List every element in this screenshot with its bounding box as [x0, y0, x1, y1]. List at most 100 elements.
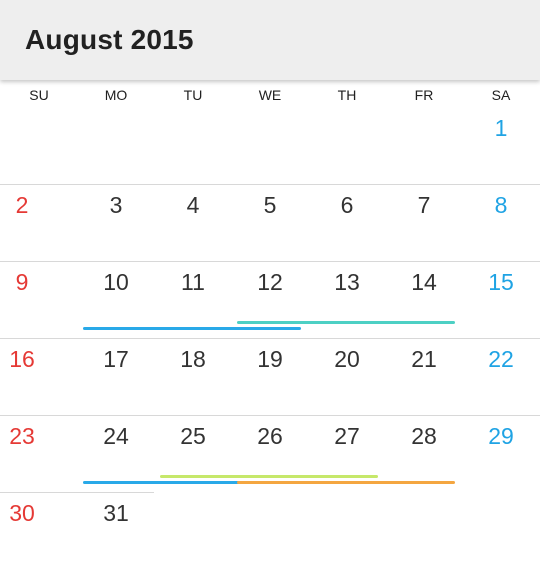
weekday-su: SU — [29, 87, 49, 103]
event-bar[interactable] — [83, 327, 301, 330]
day-number: 25 — [180, 423, 206, 449]
weekday-fr: FR — [414, 87, 434, 103]
event-bar[interactable] — [83, 481, 301, 484]
day-cell-10[interactable]: 10 — [78, 262, 155, 339]
day-cell-25[interactable]: 25 — [155, 416, 232, 493]
weekday-tu: TU — [183, 87, 203, 103]
day-number: 19 — [257, 346, 283, 372]
week-row: 23 24 25 26 27 28 29 — [0, 416, 540, 493]
day-number: 14 — [411, 269, 437, 295]
week-row: 30 31 — [0, 493, 540, 570]
day-number: 12 — [257, 269, 283, 295]
day-cell-26[interactable]: 26 — [232, 416, 309, 493]
empty-day-cell — [386, 108, 463, 185]
day-cell-19[interactable]: 19 — [232, 339, 309, 416]
day-number: 17 — [103, 346, 129, 372]
day-cell-27[interactable]: 27 — [309, 416, 386, 493]
day-cell-1[interactable]: 1 — [463, 108, 540, 185]
day-number: 29 — [488, 423, 514, 449]
day-number: 18 — [180, 346, 206, 372]
day-cell-8[interactable]: 8 — [463, 185, 540, 262]
day-cell-29[interactable]: 29 — [463, 416, 540, 493]
day-number: 20 — [334, 346, 360, 372]
event-bar[interactable] — [237, 481, 455, 484]
empty-day-cell — [463, 493, 540, 570]
calendar-month-grid: 1 2 3 4 5 6 7 8 9 10 11 12 13 14 15 16 17 18 19 20 21 22 23 24 2… — [0, 108, 540, 568]
day-number: 6 — [340, 192, 354, 218]
day-number: 4 — [186, 192, 200, 218]
day-cell-24[interactable]: 24 — [78, 416, 155, 493]
week-row: 2 3 4 5 6 7 8 — [0, 185, 540, 262]
day-number: 10 — [103, 269, 129, 295]
empty-day-cell — [155, 493, 232, 570]
empty-day-cell — [1, 108, 78, 185]
week-row: 9 10 11 12 13 14 15 — [0, 262, 540, 339]
day-number: 22 — [488, 346, 514, 372]
day-cell-22[interactable]: 22 — [463, 339, 540, 416]
weekday-th: TH — [337, 87, 357, 103]
day-number: 27 — [334, 423, 360, 449]
weekday-sa: SA — [491, 87, 511, 103]
day-cell-20[interactable]: 20 — [309, 339, 386, 416]
day-cell-15[interactable]: 15 — [463, 262, 540, 339]
day-cell-6[interactable]: 6 — [309, 185, 386, 262]
day-cell-2[interactable]: 2 — [1, 185, 78, 262]
day-number: 7 — [417, 192, 431, 218]
day-number: 5 — [263, 192, 277, 218]
week-divider — [0, 261, 540, 262]
day-number: 8 — [494, 192, 508, 218]
day-cell-28[interactable]: 28 — [386, 416, 463, 493]
day-number: 2 — [15, 192, 29, 218]
day-number: 9 — [15, 269, 29, 295]
day-cell-9[interactable]: 9 — [1, 262, 78, 339]
app-bar: August 2015 — [0, 0, 540, 80]
day-number: 1 — [494, 115, 508, 141]
week-divider — [0, 184, 540, 185]
week-divider — [0, 338, 540, 339]
week-row: 16 17 18 19 20 21 22 — [0, 339, 540, 416]
day-cell-3[interactable]: 3 — [78, 185, 155, 262]
day-number: 24 — [103, 423, 129, 449]
empty-day-cell — [386, 493, 463, 570]
day-number: 15 — [488, 269, 514, 295]
day-cell-13[interactable]: 13 — [309, 262, 386, 339]
day-cell-4[interactable]: 4 — [155, 185, 232, 262]
day-cell-31[interactable]: 31 — [78, 493, 155, 570]
weekday-header-row: SU MO TU WE TH FR SA — [0, 84, 540, 106]
day-cell-14[interactable]: 14 — [386, 262, 463, 339]
day-cell-12[interactable]: 12 — [232, 262, 309, 339]
day-number: 26 — [257, 423, 283, 449]
event-bar[interactable] — [237, 321, 455, 324]
weekday-we: WE — [258, 87, 282, 103]
day-number: 31 — [103, 500, 129, 526]
day-cell-17[interactable]: 17 — [78, 339, 155, 416]
week-divider — [0, 415, 540, 416]
week-divider — [0, 492, 154, 493]
day-cell-7[interactable]: 7 — [386, 185, 463, 262]
day-cell-21[interactable]: 21 — [386, 339, 463, 416]
day-cell-30[interactable]: 30 — [1, 493, 78, 570]
empty-day-cell — [155, 108, 232, 185]
week-row: 1 — [0, 108, 540, 185]
day-cell-11[interactable]: 11 — [155, 262, 232, 339]
month-title[interactable]: August 2015 — [25, 24, 194, 55]
day-number: 23 — [9, 423, 35, 449]
day-number: 3 — [109, 192, 123, 218]
empty-day-cell — [78, 108, 155, 185]
day-number: 21 — [411, 346, 437, 372]
day-cell-5[interactable]: 5 — [232, 185, 309, 262]
day-number: 30 — [9, 500, 35, 526]
day-cell-18[interactable]: 18 — [155, 339, 232, 416]
day-number: 16 — [9, 346, 35, 372]
day-number: 28 — [411, 423, 437, 449]
empty-day-cell — [232, 108, 309, 185]
empty-day-cell — [309, 493, 386, 570]
weekday-mo: MO — [104, 87, 128, 103]
day-number: 11 — [181, 269, 205, 295]
day-number: 13 — [334, 269, 360, 295]
day-cell-16[interactable]: 16 — [1, 339, 78, 416]
event-bar[interactable] — [160, 475, 378, 478]
day-cell-23[interactable]: 23 — [1, 416, 78, 493]
empty-day-cell — [232, 493, 309, 570]
empty-day-cell — [309, 108, 386, 185]
